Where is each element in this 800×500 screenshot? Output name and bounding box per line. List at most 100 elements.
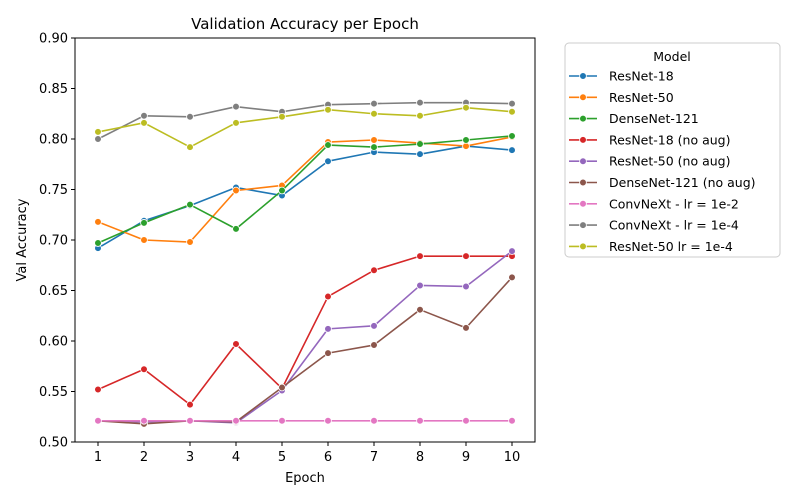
legend: Model ResNet-18ResNet-50DenseNet-121ResN… bbox=[564, 42, 781, 258]
x-tick-label: 2 bbox=[140, 450, 148, 465]
data-point bbox=[140, 111, 148, 120]
data-point bbox=[94, 218, 102, 226]
data-point bbox=[370, 136, 378, 144]
data-point bbox=[462, 416, 470, 425]
data-point bbox=[186, 400, 194, 409]
legend-marker bbox=[579, 178, 587, 187]
data-point bbox=[462, 324, 470, 332]
data-point bbox=[278, 186, 286, 195]
x-tick-label: 10 bbox=[504, 450, 521, 465]
data-point bbox=[324, 292, 332, 301]
legend-marker bbox=[579, 242, 587, 251]
legend-marker bbox=[579, 221, 587, 229]
series-5 bbox=[94, 273, 516, 428]
legend-label: ResNet-50 bbox=[609, 90, 674, 105]
legend-label: ConvNeXt - lr = 1e-4 bbox=[609, 218, 739, 233]
data-point bbox=[94, 135, 102, 143]
legend-label: ConvNeXt - lr = 1e-2 bbox=[609, 196, 739, 211]
x-tick-label: 3 bbox=[186, 450, 194, 465]
data-point bbox=[186, 112, 194, 121]
x-tick-label: 1 bbox=[94, 450, 102, 465]
data-point bbox=[94, 239, 102, 247]
data-point bbox=[278, 112, 286, 121]
series-6 bbox=[94, 416, 516, 425]
legend-item: ResNet-50 (no aug) bbox=[569, 154, 730, 169]
series-line bbox=[97, 145, 513, 249]
data-point bbox=[94, 128, 102, 136]
data-point bbox=[278, 416, 286, 425]
legend-label: ResNet-50 lr = 1e-4 bbox=[609, 239, 733, 254]
legend-item: ConvNeXt - lr = 1e-4 bbox=[569, 218, 739, 233]
data-point bbox=[140, 236, 148, 244]
legend-label: DenseNet-121 bbox=[609, 111, 699, 126]
data-point bbox=[416, 98, 424, 107]
data-point bbox=[140, 416, 148, 425]
data-point bbox=[232, 119, 240, 127]
data-point bbox=[370, 416, 378, 425]
y-tick-label: 0.85 bbox=[39, 82, 68, 97]
series-line bbox=[97, 135, 513, 244]
data-point bbox=[186, 416, 194, 425]
data-point bbox=[416, 252, 424, 260]
series-0 bbox=[94, 142, 516, 252]
legend-marker bbox=[579, 72, 587, 80]
legend-items: ResNet-18 ResNet-50 DenseNet-121 ResNet-18 … bbox=[569, 69, 756, 254]
data-point bbox=[508, 273, 516, 282]
data-point bbox=[416, 416, 424, 425]
series-line bbox=[97, 276, 513, 425]
series-3 bbox=[94, 252, 516, 409]
y-tick-label: 0.60 bbox=[39, 335, 68, 350]
x-tick-label: 6 bbox=[324, 450, 332, 465]
data-point bbox=[508, 107, 516, 116]
data-point bbox=[278, 383, 286, 392]
chart-title: Validation Accuracy per Epoch bbox=[191, 15, 419, 33]
data-point bbox=[232, 186, 240, 195]
x-tick-label: 9 bbox=[462, 450, 470, 465]
series-2 bbox=[94, 132, 516, 247]
data-point bbox=[324, 157, 332, 166]
legend-marker bbox=[579, 157, 587, 166]
legend-marker bbox=[579, 200, 587, 208]
legend-title: Model bbox=[653, 49, 691, 64]
legend-label: ResNet-18 (no aug) bbox=[609, 132, 730, 147]
data-point bbox=[232, 225, 240, 233]
y-tick-label: 0.50 bbox=[39, 436, 68, 451]
data-point bbox=[416, 150, 424, 158]
legend-marker bbox=[579, 93, 587, 102]
data-point bbox=[416, 305, 424, 314]
data-point bbox=[370, 109, 378, 118]
data-point bbox=[324, 349, 332, 357]
y-tick-label: 0.70 bbox=[39, 234, 68, 249]
data-point bbox=[462, 103, 470, 112]
data-point bbox=[508, 132, 516, 140]
legend-marker bbox=[579, 136, 587, 144]
data-point bbox=[232, 340, 240, 348]
series-line bbox=[97, 136, 513, 243]
x-tick-label: 5 bbox=[278, 450, 286, 465]
y-tick-label: 0.75 bbox=[39, 183, 68, 198]
data-point bbox=[370, 99, 378, 108]
data-point bbox=[370, 266, 378, 275]
legend-marker bbox=[579, 114, 587, 123]
data-point bbox=[94, 416, 102, 425]
series-line bbox=[97, 255, 512, 406]
data-point bbox=[462, 252, 470, 260]
data-point bbox=[140, 119, 148, 127]
data-point bbox=[370, 143, 378, 151]
data-point bbox=[370, 341, 378, 349]
series-1 bbox=[94, 133, 516, 246]
series-line bbox=[97, 106, 513, 148]
series-line bbox=[97, 250, 513, 424]
y-tick-label: 0.80 bbox=[39, 133, 68, 148]
data-point bbox=[416, 111, 424, 120]
series-8 bbox=[94, 103, 516, 151]
y-tick-label: 0.65 bbox=[39, 284, 68, 299]
legend-item: DenseNet-121 bbox=[569, 111, 699, 126]
data-point bbox=[324, 416, 332, 425]
legend-item: ResNet-18 bbox=[569, 69, 674, 84]
data-point bbox=[416, 281, 424, 290]
legend-label: ResNet-18 bbox=[609, 69, 674, 84]
legend-item: ResNet-18 (no aug) bbox=[569, 132, 730, 147]
legend-item: ConvNeXt - lr = 1e-2 bbox=[569, 196, 739, 211]
